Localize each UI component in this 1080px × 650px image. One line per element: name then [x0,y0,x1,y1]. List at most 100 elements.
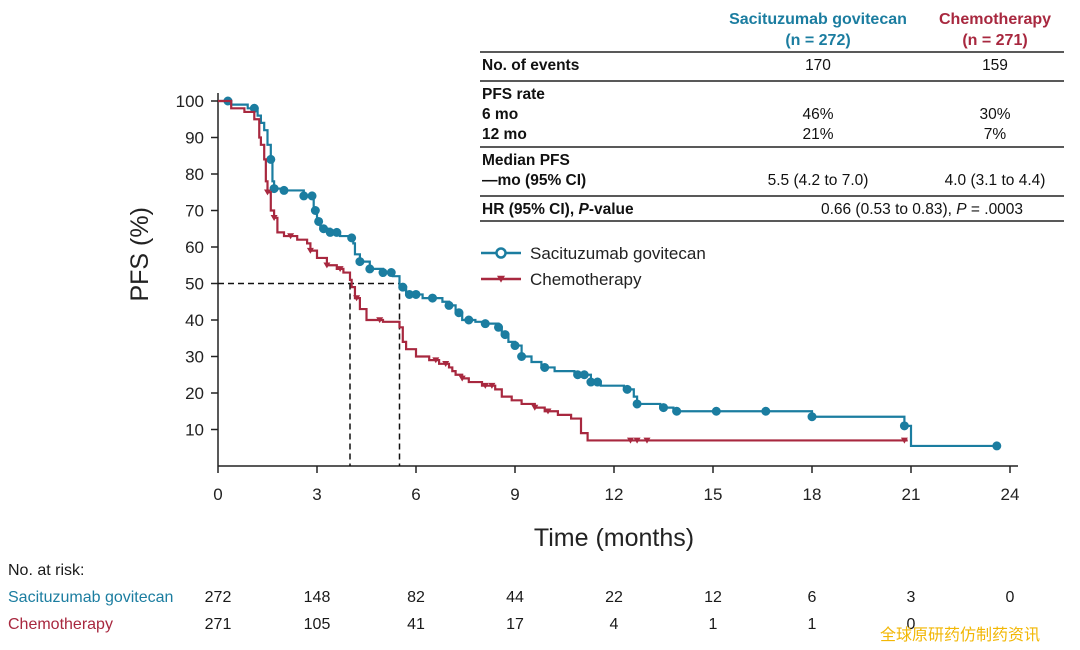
risk-count: 271 [204,616,232,633]
x-tick-label: 3 [312,485,321,504]
table-value-sacituzumab: 21% [802,126,833,143]
sacituzumab-censor-point [266,154,276,164]
risk-count: 12 [704,589,722,606]
sacituzumab-censor-point [517,352,527,361]
sacituzumab-censor-point [332,227,342,237]
legend-marker [497,275,505,283]
sacituzumab-censor-point [807,412,817,422]
y-tick-label: 70 [185,202,204,221]
sacituzumab-censor-point [314,216,324,226]
sacituzumab-censor-point [500,330,510,340]
watermark-text: 全球原研药仿制药资讯 [880,627,1041,644]
sacituzumab-censor-point [711,406,721,416]
summary-table: Sacituzumab govitecan (n = 272) Chemothera… [480,11,1064,222]
risk-count: 41 [407,616,425,633]
risk-count: 148 [303,589,331,606]
chemotherapy-censor-point [488,382,496,389]
table-row-label: 12 mo [482,126,527,143]
chemotherapy-censor-point [442,361,450,367]
sacituzumab-censor-point [444,300,454,310]
risk-count: 17 [506,616,524,633]
sacituzumab-censor-point [347,233,357,243]
sacituzumab-censor-point [355,257,365,267]
sacituzumab-censor-point [761,406,771,416]
sacituzumab-censor-point [464,315,474,325]
table-row-label: No. of events [482,57,579,74]
sacituzumab-censor-point [386,268,396,278]
table-row-value: 0.66 (0.53 to 0.83), P = .0003 [821,201,1023,218]
risk-count: 0 [1005,589,1015,606]
table-row-label: PFS rate [482,86,545,103]
sacituzumab-censor-point [310,206,320,215]
chemotherapy-censor-point [633,437,641,444]
risk-count: 0 [906,616,916,633]
sacituzumab-censor-point [454,308,464,318]
table-value-chemotherapy: 7% [984,126,1007,143]
risk-count: 105 [303,616,331,633]
y-tick-label: 100 [176,92,204,111]
table-row-label: —mo (95% CI) [482,172,586,189]
sacituzumab-censor-point [269,184,279,194]
x-tick-label: 6 [411,485,420,504]
x-tick-label: 0 [213,485,222,504]
chemotherapy-censor-point [900,437,908,444]
risk-count: 6 [807,589,817,606]
legend-sacituzumab-label: Sacituzumab govitecan [530,244,706,263]
sacituzumab-censor-point [632,399,642,409]
sacituzumab-censor-point [622,384,632,394]
sacituzumab-censor-point [378,268,388,278]
legend-chemotherapy-label: Chemotherapy [530,270,642,289]
sacituzumab-censor-point [398,282,408,292]
risk-count: 22 [605,589,623,606]
chemotherapy-censor-point [481,382,489,389]
y-tick-label: 40 [185,311,204,330]
y-tick-label: 60 [185,238,204,257]
chemotherapy-censor-point [643,437,651,444]
chemotherapy-censor-point [376,317,384,324]
chemotherapy-censor-point [544,408,552,415]
y-axis-label: PFS (%) [126,207,154,301]
sacituzumab-censor-point [307,191,317,201]
x-tick-label: 15 [704,485,723,504]
y-tick-label: 50 [185,275,204,294]
table-value-sacituzumab: 5.5 (4.2 to 7.0) [768,172,869,189]
risk-count: 44 [506,589,524,606]
axes: 10 20 30 40 50 60 70 80 90 100 0 3 6 9 12 15 18 21 24 Time … [126,92,1019,552]
sacituzumab-censor-point [659,403,668,413]
chemotherapy-censor-point [336,266,344,273]
table-value-chemotherapy: 4.0 (3.1 to 4.4) [945,172,1046,189]
sacituzumab-censor-point [279,185,289,195]
risk-table-title: No. at risk: [8,562,85,579]
table-header-chemotherapy: Chemotherapy [939,11,1051,28]
sacituzumab-censor-point [510,341,520,351]
risk-count: 1 [708,616,718,633]
table-row-label: Median PFS [482,152,570,169]
table-value-chemotherapy: 30% [979,106,1010,123]
y-tick-label: 80 [185,165,204,184]
x-axis-label: Time (months) [534,524,694,552]
legend: Sacituzumab govitecan Chemotherapy [481,244,706,289]
chemotherapy-censor-point [323,262,331,269]
sacituzumab-censor-point [365,264,375,274]
risk-count: 272 [204,589,232,606]
sacituzumab-censor-point [540,362,550,372]
sacituzumab-censor-point [411,289,421,299]
table-header-sacituzumab: (n = 272) [785,32,850,49]
sacituzumab-censor-point [494,322,503,332]
x-tick-label: 12 [605,485,624,504]
risk-count: 1 [807,616,817,633]
sacituzumab-censor-point [672,406,682,416]
sacituzumab-censor-point [428,293,437,303]
chemotherapy-censor-point [531,404,539,411]
sacituzumab-censor-point [992,441,1002,451]
chemotherapy-censor-point [432,357,440,364]
table-header-sacituzumab: Sacituzumab govitecan [729,11,907,28]
chemotherapy-censor-point [270,215,278,221]
table-value-chemotherapy: 159 [982,57,1008,74]
x-tick-label: 24 [1001,485,1020,504]
risk-row-label: Sacituzumab govitecan [8,589,174,606]
table-row-label: HR (95% CI), P-value [482,201,634,218]
y-tick-label: 30 [185,348,204,367]
chemotherapy-censor-point [458,375,466,382]
